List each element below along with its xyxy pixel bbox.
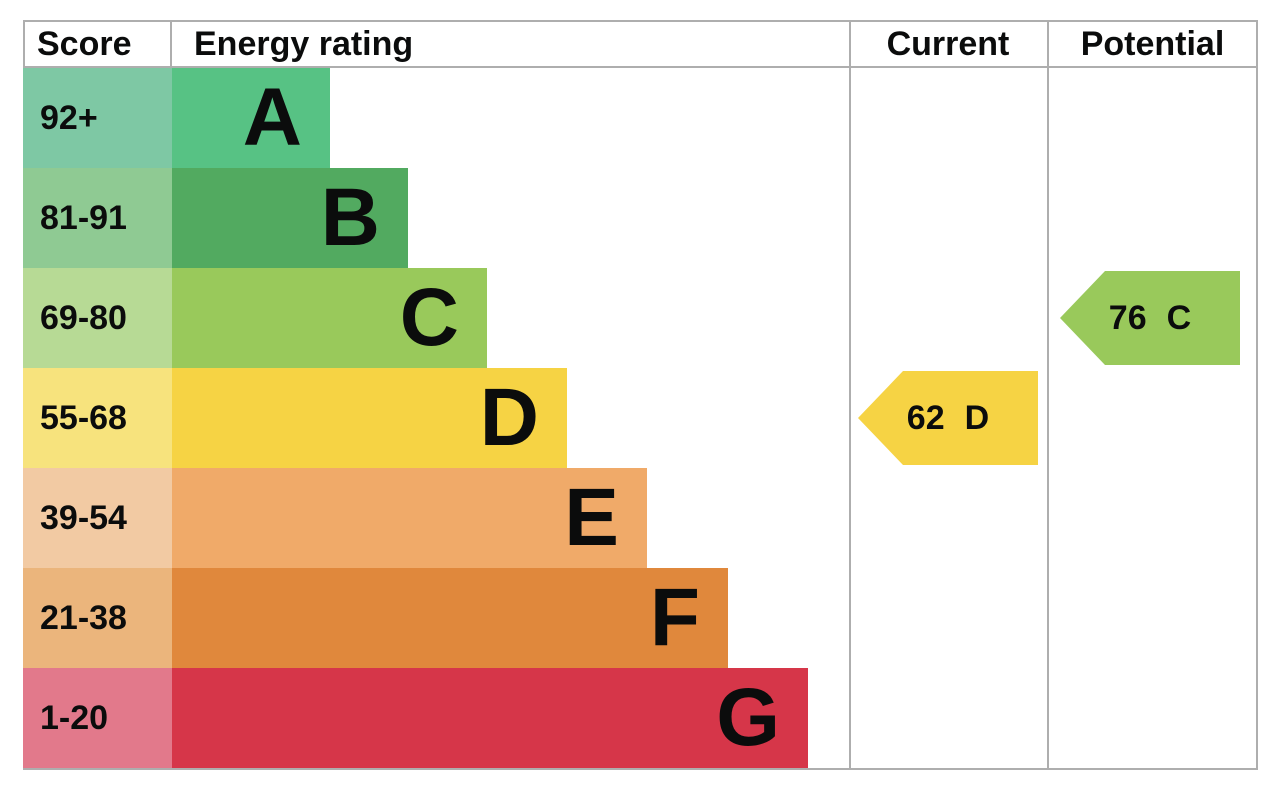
band-row-b: 81-91 B: [23, 168, 1258, 268]
table-right-border: [1256, 20, 1258, 768]
band-b-score-range: 81-91: [23, 168, 172, 268]
band-g-bar: G: [172, 668, 808, 768]
current-column-header: Current: [886, 25, 1010, 63]
current-rating-band: D: [964, 399, 990, 437]
band-e-score-range: 39-54: [23, 468, 172, 568]
band-g-score-range: 1-20: [23, 668, 172, 768]
band-row-g: 1-20 G: [23, 668, 1258, 768]
band-row-f: 21-38 F: [23, 568, 1258, 668]
epc-table: Score Energy rating Current Potential 92…: [23, 20, 1258, 770]
band-c-letter: C: [399, 272, 459, 363]
band-row-c: 69-80 C: [23, 268, 1258, 368]
band-d-score-range: 55-68: [23, 368, 172, 468]
band-b-bar: B: [172, 168, 408, 268]
potential-rating-value: 76: [1108, 299, 1147, 337]
band-g-letter: G: [716, 672, 780, 763]
band-b-letter: B: [320, 172, 380, 263]
bands-area: 92+ A 81-91 B 69-80 C 55-68 D 39-54 E 21…: [23, 68, 1258, 768]
header-row: Score Energy rating Current Potential: [23, 20, 1258, 68]
potential-column-header: Potential: [1080, 25, 1225, 63]
band-e-letter: E: [564, 472, 619, 563]
band-f-score-range: 21-38: [23, 568, 172, 668]
band-c-bar: C: [172, 268, 487, 368]
current-rating-value: 62: [906, 399, 945, 437]
band-a-letter: A: [242, 72, 302, 163]
band-row-d: 55-68 D: [23, 368, 1258, 468]
band-f-letter: F: [649, 572, 700, 663]
energy-rating-column-header: Energy rating: [194, 25, 414, 63]
band-d-letter: D: [479, 372, 539, 463]
band-a-score-range: 92+: [23, 68, 172, 168]
band-row-a: 92+ A: [23, 68, 1258, 168]
band-e-bar: E: [172, 468, 647, 568]
band-a-bar: A: [172, 68, 330, 168]
score-column-header: Score: [23, 22, 172, 66]
band-row-e: 39-54 E: [23, 468, 1258, 568]
band-c-score-range: 69-80: [23, 268, 172, 368]
potential-rating-band: C: [1166, 299, 1192, 337]
band-d-bar: D: [172, 368, 567, 468]
potential-column-divider: [1047, 20, 1049, 768]
current-column-divider: [849, 20, 851, 768]
band-f-bar: F: [172, 568, 728, 668]
